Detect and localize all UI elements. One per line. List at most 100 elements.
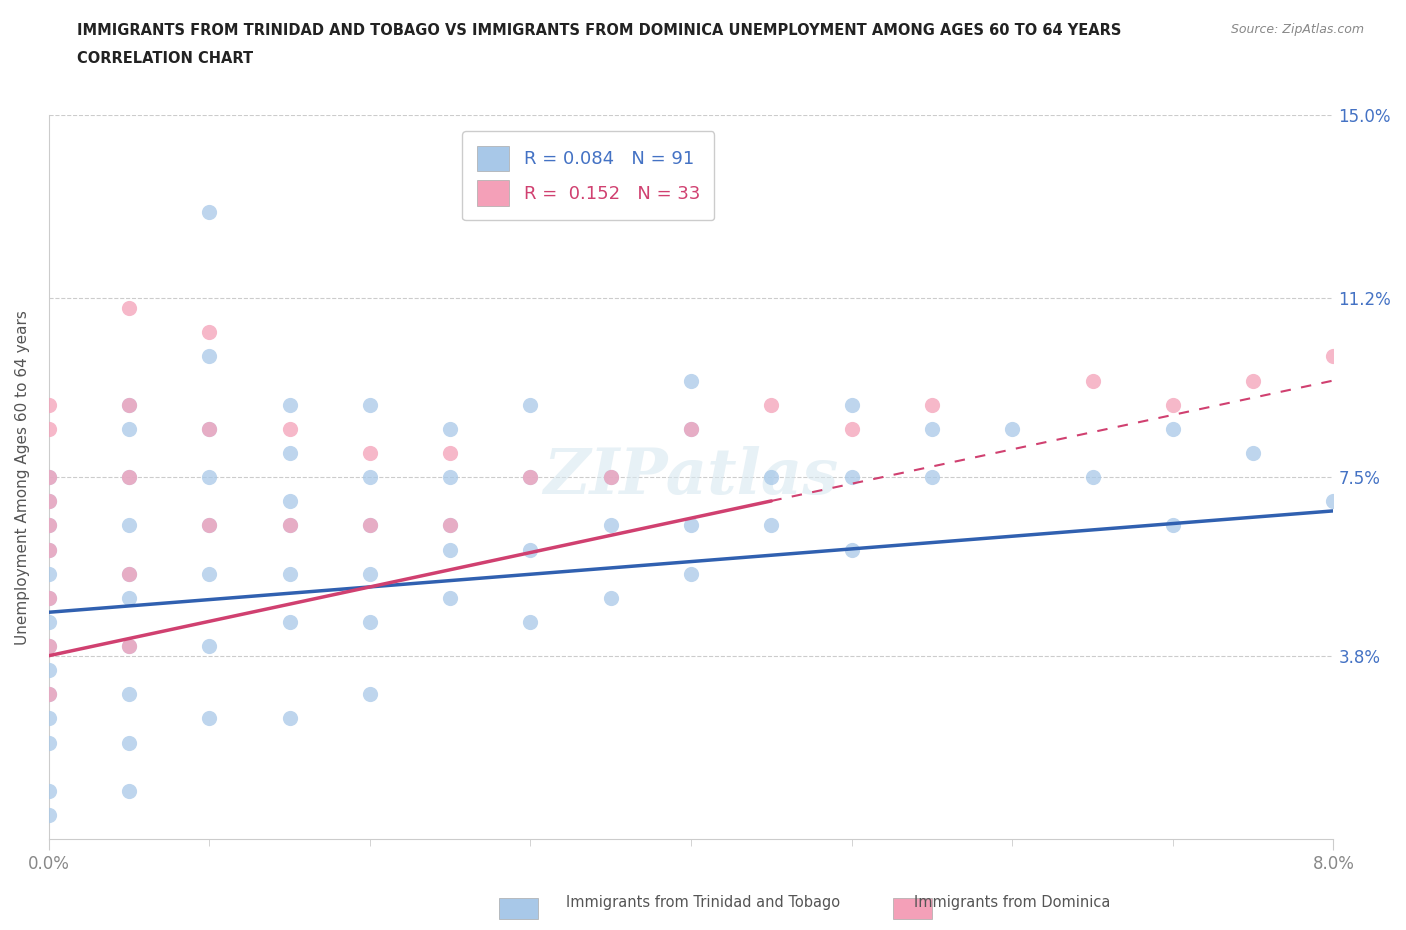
Text: IMMIGRANTS FROM TRINIDAD AND TOBAGO VS IMMIGRANTS FROM DOMINICA UNEMPLOYMENT AMO: IMMIGRANTS FROM TRINIDAD AND TOBAGO VS I… [77,23,1122,38]
Point [599,591,621,605]
Point [841,421,863,436]
Point [359,470,381,485]
Point [1322,494,1344,509]
Point [278,445,301,460]
Point [198,566,221,581]
Point [1001,421,1024,436]
Point [439,421,461,436]
Point [38,542,60,557]
Point [359,445,381,460]
Point [118,639,141,654]
Point [198,325,221,339]
Point [38,591,60,605]
Point [359,518,381,533]
Point [359,518,381,533]
Point [38,542,60,557]
Point [38,663,60,678]
Point [761,397,783,412]
Point [1161,421,1184,436]
Point [1241,445,1264,460]
Point [278,711,301,726]
Point [1081,470,1104,485]
Point [439,542,461,557]
Text: ZIPatlas: ZIPatlas [544,446,839,508]
Point [278,518,301,533]
Point [921,421,943,436]
Point [118,736,141,751]
Point [38,494,60,509]
Point [519,542,541,557]
Point [198,470,221,485]
Point [38,470,60,485]
Point [921,397,943,412]
Point [38,421,60,436]
Point [118,397,141,412]
Point [761,518,783,533]
Point [278,518,301,533]
Point [1241,373,1264,388]
Point [38,687,60,702]
Point [681,518,703,533]
Point [118,783,141,798]
Point [38,687,60,702]
Point [439,518,461,533]
Point [519,397,541,412]
Point [841,542,863,557]
Point [38,783,60,798]
Point [278,566,301,581]
Point [439,470,461,485]
Point [1081,373,1104,388]
Point [38,615,60,630]
Text: Immigrants from Trinidad and Tobago: Immigrants from Trinidad and Tobago [567,895,839,910]
Text: Immigrants from Dominica: Immigrants from Dominica [914,895,1111,910]
Point [681,373,703,388]
Point [278,397,301,412]
Y-axis label: Unemployment Among Ages 60 to 64 years: Unemployment Among Ages 60 to 64 years [15,310,30,644]
Point [681,421,703,436]
Point [278,421,301,436]
Point [38,470,60,485]
Point [118,687,141,702]
Point [198,421,221,436]
Point [38,591,60,605]
Point [198,518,221,533]
Point [38,639,60,654]
Point [841,470,863,485]
Point [761,470,783,485]
Point [198,639,221,654]
Point [1161,518,1184,533]
Point [38,736,60,751]
Point [439,445,461,460]
Point [118,470,141,485]
Point [198,518,221,533]
Point [118,470,141,485]
Point [38,807,60,822]
Point [681,421,703,436]
Legend: R = 0.084   N = 91, R =  0.152   N = 33: R = 0.084 N = 91, R = 0.152 N = 33 [463,131,714,220]
Point [118,421,141,436]
Point [359,566,381,581]
Point [1322,349,1344,364]
Point [118,518,141,533]
Point [359,615,381,630]
Point [599,470,621,485]
Point [38,639,60,654]
Point [118,300,141,315]
Point [38,711,60,726]
Point [519,615,541,630]
Point [599,518,621,533]
Point [1161,397,1184,412]
Point [198,711,221,726]
Point [118,566,141,581]
Text: CORRELATION CHART: CORRELATION CHART [77,51,253,66]
Point [278,615,301,630]
Point [38,518,60,533]
Point [38,518,60,533]
Point [278,494,301,509]
Point [118,397,141,412]
Point [198,349,221,364]
Point [359,397,381,412]
Point [681,566,703,581]
Point [118,566,141,581]
Point [118,639,141,654]
